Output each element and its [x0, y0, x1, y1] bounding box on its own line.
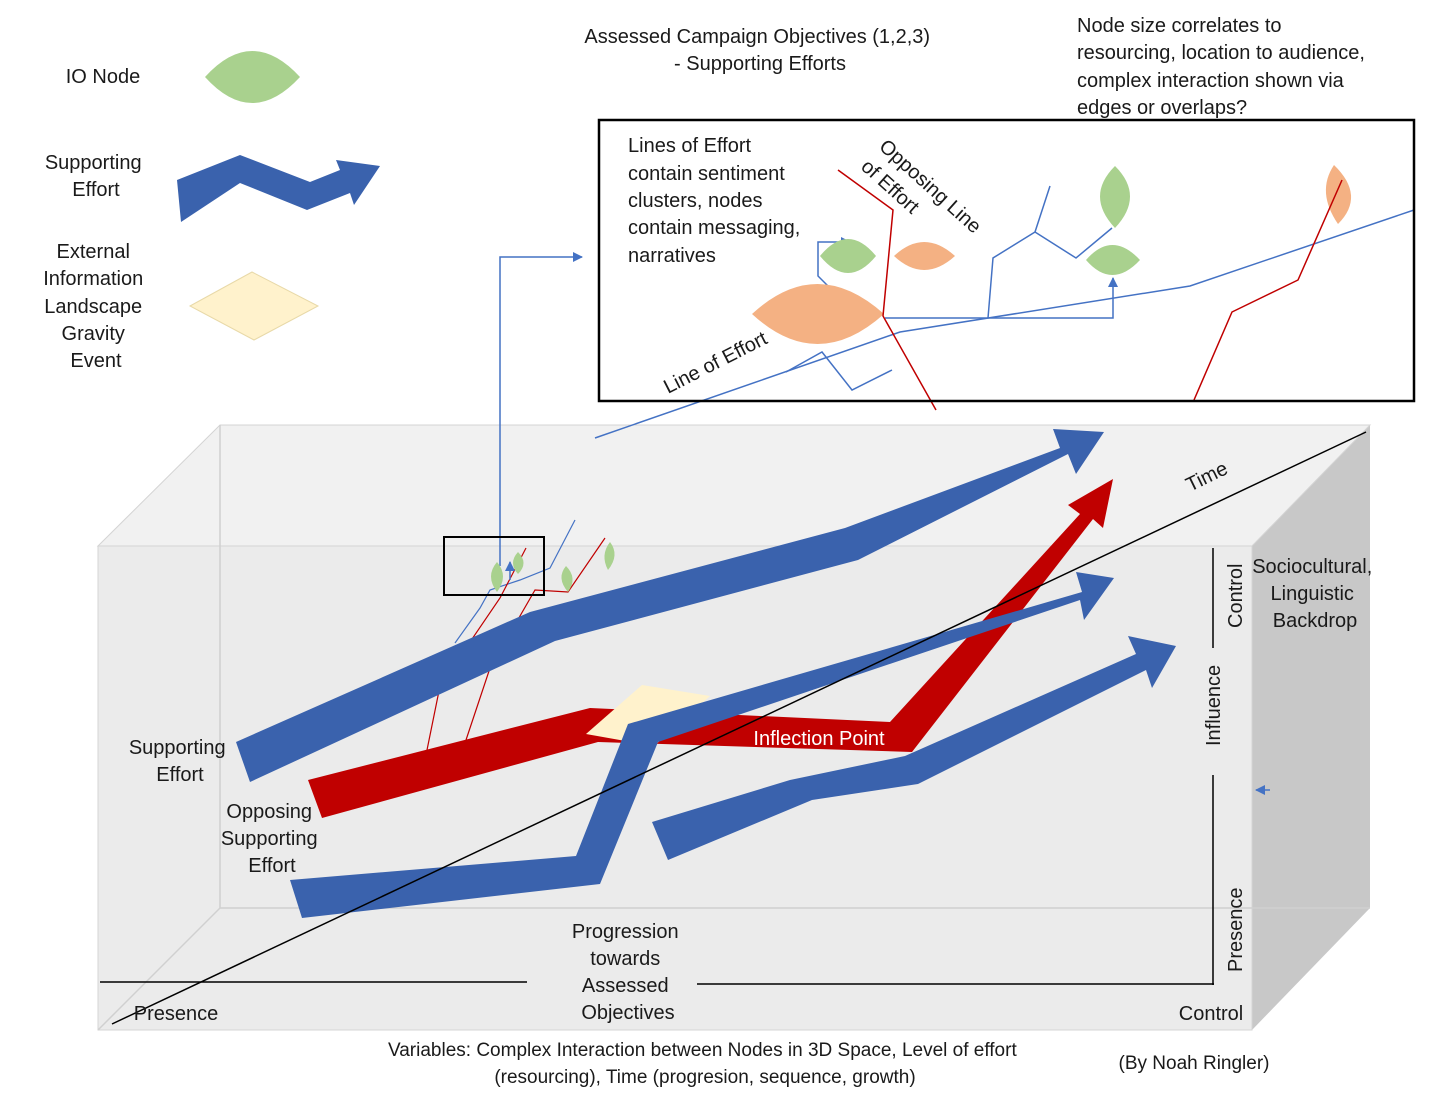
horizontal-axis-presence: Presence	[134, 1003, 219, 1025]
inset-green-node-top	[1100, 166, 1130, 228]
author-credit: (By Noah Ringler)	[1119, 1053, 1270, 1074]
inset-opposing-line-left	[837, 169, 937, 411]
inflection-point-label: Inflection Point	[753, 728, 885, 750]
vertical-axis-presence: Presence	[1225, 888, 1247, 973]
legend-io-node-label: IO Node	[66, 66, 140, 88]
zoom-source	[426, 519, 615, 751]
inset-orange-node-right	[1325, 165, 1352, 224]
zoom-selection-box	[443, 536, 545, 596]
opposing-supporting-effort-label: Opposing Supporting Effort	[221, 801, 323, 877]
progression-label: Progression towards Assessed Objectives	[572, 921, 684, 1024]
inset-blue-branch-low	[785, 351, 893, 391]
small-green-node-4	[604, 542, 615, 570]
small-blue-line	[454, 519, 576, 644]
effort-arrows	[236, 429, 1176, 918]
opposing-effort-arrow	[308, 479, 1113, 818]
external-event-diamond-icon	[188, 271, 320, 341]
objectives-heading: Assessed Campaign Objectives (1,2,3) - S…	[584, 26, 935, 75]
inset-orange-node-small	[894, 242, 955, 270]
inset-description: Lines of Effort contain sentiment cluste…	[628, 135, 806, 267]
small-green-node-2	[513, 552, 524, 574]
inset-line-of-effort-label: Line of Effort	[660, 327, 771, 398]
inset-blue-branch-high	[987, 185, 1051, 319]
vertical-axis-control: Control	[1225, 564, 1247, 628]
inset-frame	[597, 118, 1416, 403]
supporting-effort-arrow-top	[236, 429, 1104, 782]
inset-green-node-right	[1086, 245, 1140, 275]
box-top-face	[96, 424, 1372, 547]
inset-green-node-left	[820, 239, 876, 273]
small-red-line-right	[465, 537, 606, 741]
time-axis-line	[111, 431, 1367, 1025]
vertical-axis-influence: Influence	[1203, 665, 1225, 746]
inset-line-of-effort	[594, 209, 1415, 439]
supporting-effort-label: Supporting Effort	[129, 737, 231, 786]
box-hidden-edge-diagonal	[97, 907, 221, 1031]
supporting-effort-arrow-bottom	[652, 636, 1176, 860]
horizontal-axis-control: Control	[1179, 1003, 1243, 1025]
variables-caption: Variables: Complex Interaction between N…	[388, 1040, 1022, 1088]
inset-connector-left	[817, 237, 851, 289]
legend-supporting-effort-label: Supporting Effort	[45, 152, 147, 201]
backdrop-label: Sociocultural, Linguistic Backdrop	[1252, 556, 1378, 632]
small-green-node-3	[561, 566, 573, 592]
inset-blue-branch-right	[1034, 227, 1113, 259]
supporting-effort-arrow-middle	[290, 572, 1114, 918]
io-node-icon	[205, 51, 300, 103]
node-size-note: Node size correlates to resourcing, loca…	[1077, 15, 1371, 119]
box-right-face	[1252, 425, 1370, 1030]
inset-opposing-line-right	[1193, 179, 1343, 401]
legend: IO Node Supporting Effort External Infor…	[43, 51, 380, 372]
inflection-event-diamond	[586, 685, 710, 746]
vertical-axis: Control Influence Presence	[1203, 548, 1270, 985]
supporting-effort-arrow-icon	[177, 155, 380, 222]
inset-orange-node-large	[752, 284, 884, 344]
zoom-link-connector	[499, 252, 583, 566]
box-front-face	[97, 545, 1253, 1031]
legend-external-event-label: External Information Landscape Gravity E…	[43, 241, 149, 372]
inset-detail: Lines of Effort contain sentiment cluste…	[594, 118, 1416, 439]
inset-connector-right	[885, 277, 1118, 319]
small-green-node-1	[491, 562, 503, 592]
horizontal-axis: Progression towards Assessed Objectives …	[100, 921, 1243, 1025]
